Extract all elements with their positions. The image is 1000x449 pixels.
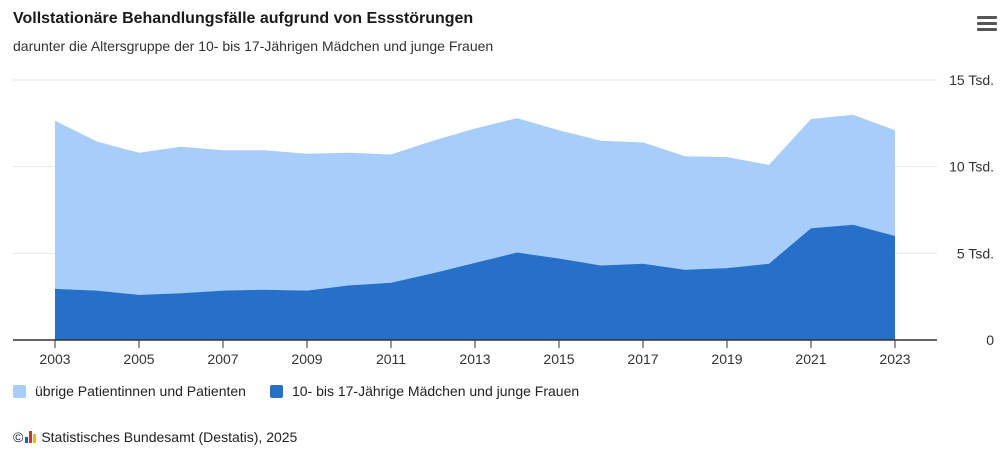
x-tick-label: 2007 [207,351,238,367]
x-tick-label: 2013 [459,351,490,367]
x-tick-label: 2015 [543,351,574,367]
chart-title: Vollstationäre Behandlungsfälle aufgrund… [13,10,474,27]
x-tick-label: 2019 [711,351,742,367]
x-tick-label: 2003 [39,351,70,367]
legend-swatch-icon [13,384,26,398]
chart-subtitle: darunter die Altersgruppe der 10- bis 17… [13,38,494,54]
y-tick-label: 10 Tsd. [949,159,994,175]
x-tick-label: 2017 [627,351,658,367]
y-tick-label: 5 Tsd. [957,245,994,261]
y-tick-label: 0 [986,332,994,348]
series-area-girls-10-17[interactable] [55,224,895,340]
credits[interactable]: © Statistisches Bundesamt (Destatis), 20… [13,429,297,445]
hamburger-menu-icon[interactable] [977,16,997,34]
x-tick-label: 2011 [376,351,406,367]
legend-label: 10- bis 17-Jährige Mädchen und junge Fra… [291,383,580,399]
x-tick-label: 2021 [795,351,826,367]
series-area-other-patients[interactable] [55,114,895,295]
destatis-logo-icon [25,431,37,443]
legend-item-other-patients[interactable]: übrige Patientinnen und Patienten [13,383,246,399]
x-tick-label: 2023 [879,351,910,367]
legend-item-girls-10-17[interactable]: 10- bis 17-Jährige Mädchen und junge Fra… [269,383,580,399]
area-chart: 0 5 Tsd. 10 Tsd. 15 Tsd. 2003 2005 2007 2009 201… [13,72,994,367]
legend-swatch-icon [269,384,283,398]
credits-text: Statistisches Bundesamt (Destatis), 2025 [41,429,298,445]
chart-legend: übrige Patientinnen und Patienten 10- bi… [13,383,603,399]
copyright-symbol: © [13,429,24,445]
y-tick-label: 15 Tsd. [949,72,994,88]
legend-label: übrige Patientinnen und Patienten [35,383,246,399]
x-tick-label: 2005 [123,351,154,367]
x-tick-label: 2009 [291,351,322,367]
